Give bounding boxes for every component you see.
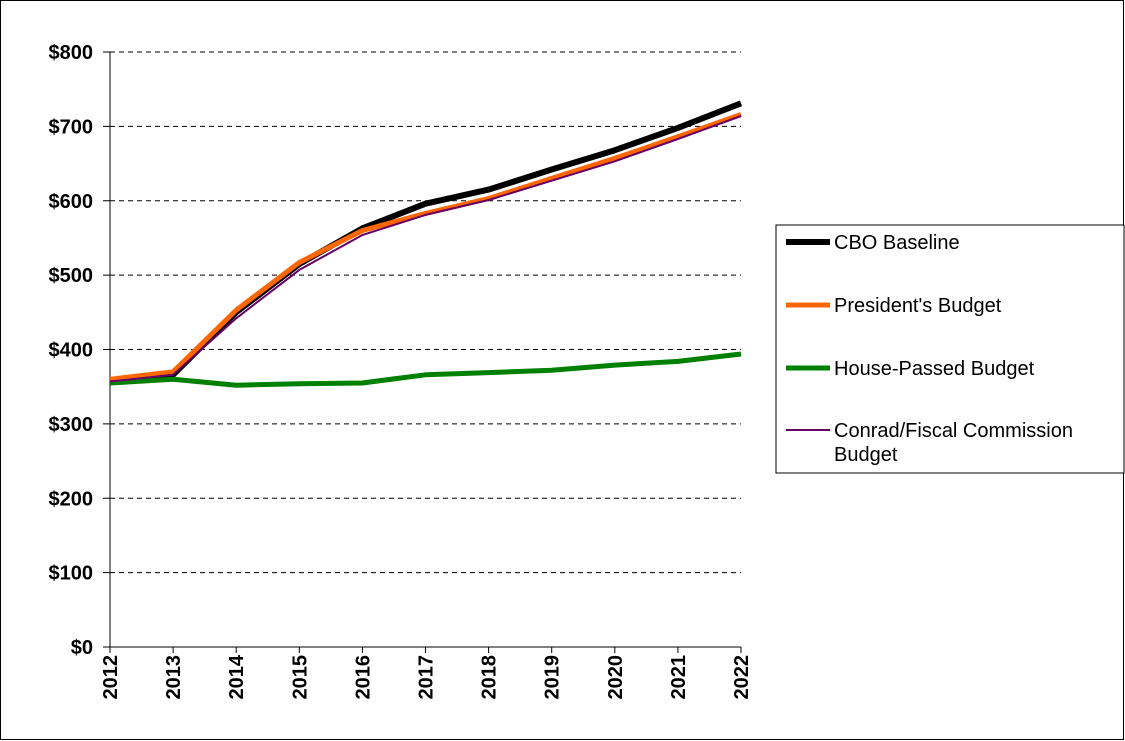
legend-label-3: Conrad/Fiscal Commission Budget	[834, 420, 1073, 466]
y-tick-label: $800	[49, 42, 94, 64]
x-tick-label: 2019	[542, 655, 564, 700]
legend-box	[775, 224, 1125, 474]
series-line-3	[109, 115, 742, 383]
y-tick-label: $400	[49, 340, 94, 362]
x-tick-label: 2012	[100, 655, 122, 700]
legend-label-2: House-Passed Budget	[834, 358, 1035, 380]
y-tick-label: $200	[49, 488, 94, 510]
x-tick-label: 2013	[163, 655, 185, 700]
x-tick-label: 2022	[731, 655, 753, 700]
x-tick-label: 2017	[416, 655, 438, 700]
y-tick-label: $0	[71, 637, 93, 659]
y-tick-label: $600	[49, 191, 94, 213]
y-tick-label: $100	[49, 563, 94, 585]
y-tick-label: $700	[49, 116, 94, 138]
x-axis-ticks: 2012 2013 2014 2015 2016 2017 2018 2019 2020 2021…	[100, 647, 753, 700]
legend-label-0: CBO Baseline	[834, 232, 960, 254]
x-tick-label: 2015	[289, 655, 311, 700]
x-tick-label: 2016	[352, 655, 374, 700]
y-tick-label: $500	[49, 265, 94, 287]
legend: CBO Baseline President's Budget House-Pass…	[775, 224, 1125, 474]
x-tick-label: 2014	[226, 654, 248, 699]
series-line-2	[109, 351, 742, 388]
x-tick-label: 2020	[605, 655, 627, 700]
gridlines	[110, 51, 741, 574]
x-tick-label: 2021	[668, 655, 690, 700]
y-tick-label: $300	[49, 414, 94, 436]
x-tick-label: 2018	[479, 655, 501, 700]
y-axis-ticks: $0 $100 $200 $300 $400 $500 $600 $700 $800	[49, 42, 110, 659]
series-line-1	[109, 112, 742, 382]
legend-label-1: President's Budget	[834, 295, 1002, 317]
series-lines	[109, 100, 743, 388]
